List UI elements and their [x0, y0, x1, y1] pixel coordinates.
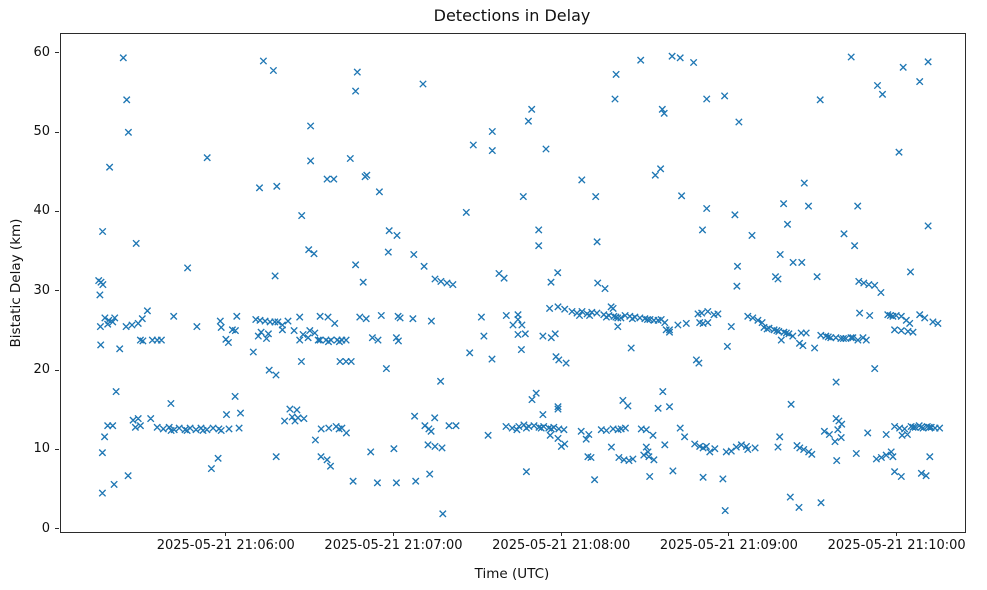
y-axis-label: Bistatic Delay (km) — [8, 218, 24, 348]
y-tick-mark — [55, 131, 59, 133]
x-tick-mark — [392, 532, 394, 536]
scatter-points — [95, 52, 944, 518]
y-tick-label-0: 0 — [41, 520, 50, 536]
x-tick-label-4: 2025-05-21 21:10:00 — [827, 538, 966, 553]
x-tick-mark — [896, 532, 898, 536]
x-tick-label-1: 2025-05-21 21:07:00 — [324, 538, 463, 553]
x-tick-mark — [560, 532, 562, 536]
y-tick-mark — [55, 290, 59, 292]
x-tick-mark — [728, 532, 730, 536]
y-tick-label-2: 20 — [33, 362, 50, 378]
y-tick-label-5: 50 — [33, 124, 50, 140]
y-tick-mark — [55, 528, 59, 530]
y-tick-mark — [55, 210, 59, 212]
y-tick-mark — [55, 369, 59, 371]
x-tick-label-3: 2025-05-21 21:09:00 — [659, 538, 798, 553]
x-tick-label-2: 2025-05-21 21:08:00 — [492, 538, 631, 553]
y-tick-label-3: 30 — [33, 282, 50, 298]
x-tick-label-0: 2025-05-21 21:06:00 — [156, 538, 295, 553]
scatter-plot-svg — [95, 52, 944, 518]
y-tick-label-6: 60 — [33, 44, 50, 60]
x-tick-mark — [225, 532, 227, 536]
chart-title: Detections in Delay — [433, 6, 591, 25]
x-axis-label: Time (UTC) — [474, 566, 550, 582]
y-tick-mark — [55, 52, 59, 54]
y-tick-mark — [55, 448, 59, 450]
plot-area — [60, 33, 966, 533]
y-tick-label-1: 10 — [33, 441, 50, 457]
y-tick-label-4: 40 — [33, 203, 50, 219]
